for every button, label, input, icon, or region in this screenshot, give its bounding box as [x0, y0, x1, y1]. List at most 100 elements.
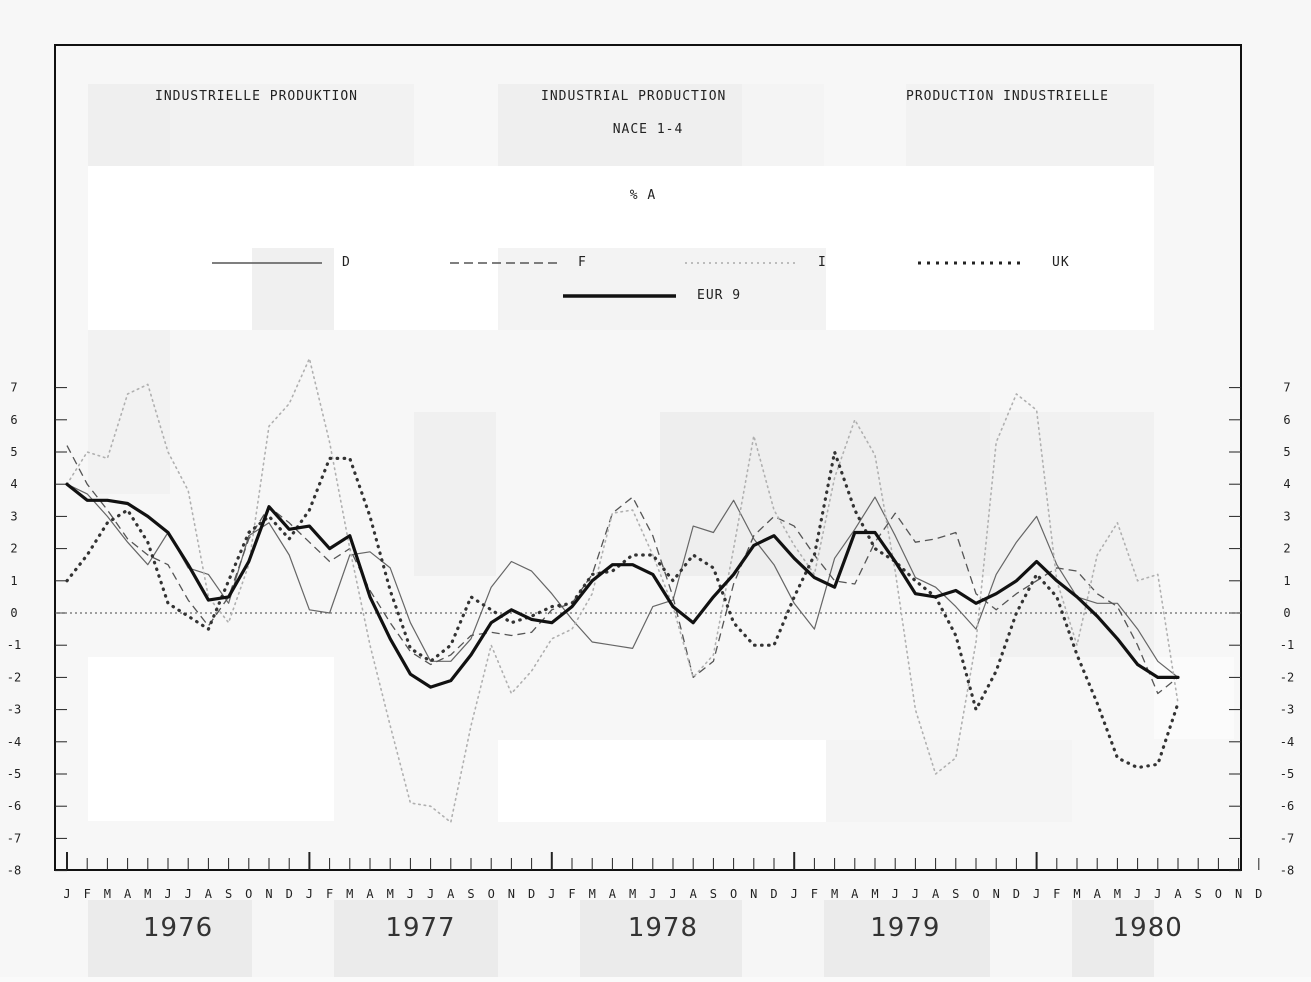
- axes: -8 -8 -7 -7 -6 -6 -5 -5 -4 -4 -3 -3 -2 -2 -1 -1 0 0 1 1 2 2 3 3…: [7, 381, 1294, 943]
- x-tick-label: F: [568, 887, 575, 901]
- x-tick-label: J: [306, 887, 313, 901]
- subtitle: NACE 1-4: [613, 122, 684, 137]
- x-tick-label: S: [710, 887, 717, 901]
- x-tick-label: D: [1013, 887, 1020, 901]
- x-tick-label: M: [104, 887, 111, 901]
- x-tick-label: M: [871, 887, 878, 901]
- x-tick-label: M: [1073, 887, 1080, 901]
- series-layer: [65, 357, 1180, 824]
- y-tick-label-right: -5: [1280, 767, 1294, 781]
- x-tick-label: J: [892, 887, 899, 901]
- unit-label: % A: [630, 188, 656, 203]
- legend-label-f: F: [578, 255, 587, 270]
- title-french: PRODUCTION INDUSTRIELLE: [906, 89, 1109, 104]
- x-tick-label: M: [589, 887, 596, 901]
- y-tick-label-right: 7: [1283, 381, 1290, 395]
- x-tick-label: M: [387, 887, 394, 901]
- title-english: INDUSTRIAL PRODUCTION: [541, 89, 726, 104]
- x-tick-label: J: [1033, 887, 1040, 901]
- x-tick-label: S: [952, 887, 959, 901]
- y-tick-label-right: -3: [1280, 703, 1294, 717]
- x-tick-label: A: [205, 887, 213, 901]
- y-tick-label-right: 3: [1283, 509, 1290, 523]
- y-tick-label-left: -8: [7, 864, 21, 878]
- year-label: 1977: [385, 913, 455, 943]
- y-tick-label-left: -7: [7, 831, 21, 845]
- x-tick-label: M: [144, 887, 151, 901]
- y-tick-label-right: -8: [1280, 864, 1294, 878]
- x-tick-label: S: [225, 887, 232, 901]
- title-german: INDUSTRIELLE PRODUKTION: [155, 89, 358, 104]
- x-tick-label: J: [164, 887, 171, 901]
- y-tick-label-right: 2: [1283, 542, 1290, 556]
- series-line-d: [66, 483, 1179, 678]
- x-tick-label: M: [831, 887, 838, 901]
- x-tick-label: D: [286, 887, 293, 901]
- y-tick-label-left: 7: [10, 381, 17, 395]
- x-tick-label: J: [407, 887, 414, 901]
- x-tick-label: D: [770, 887, 777, 901]
- chart-frame: [54, 44, 1242, 871]
- x-tick-label: O: [1215, 887, 1222, 901]
- y-tick-label-right: -6: [1280, 799, 1294, 813]
- y-tick-label-right: -4: [1280, 735, 1294, 749]
- y-tick-label-left: 6: [10, 413, 17, 427]
- series-line-eur9: [65, 482, 1180, 689]
- year-label: 1976: [143, 913, 213, 943]
- legend-label-d: D: [342, 255, 351, 270]
- x-tick-label: A: [851, 887, 859, 901]
- x-tick-label: A: [124, 887, 132, 901]
- x-tick-label: A: [690, 887, 698, 901]
- y-tick-label-right: -2: [1280, 670, 1294, 684]
- legend-label-uk: UK: [1052, 255, 1070, 270]
- x-tick-label: N: [265, 887, 272, 901]
- x-tick-label: D: [1255, 887, 1262, 901]
- x-tick-label: N: [508, 887, 515, 901]
- x-tick-label: J: [427, 887, 434, 901]
- x-tick-label: J: [548, 887, 555, 901]
- x-tick-label: S: [1195, 887, 1202, 901]
- y-tick-label-left: 2: [10, 542, 17, 556]
- x-tick-label: J: [791, 887, 798, 901]
- y-tick-label-right: 6: [1283, 413, 1290, 427]
- x-tick-label: J: [1134, 887, 1141, 901]
- y-tick-label-left: -5: [7, 767, 21, 781]
- legend-label-eur9: EUR 9: [697, 288, 741, 303]
- legend-label-i: I: [818, 255, 827, 270]
- x-tick-label: S: [467, 887, 474, 901]
- x-tick-label: J: [669, 887, 676, 901]
- x-tick-label: D: [528, 887, 535, 901]
- x-tick-label: J: [649, 887, 656, 901]
- x-tick-label: J: [185, 887, 192, 901]
- y-tick-label-left: 3: [10, 509, 17, 523]
- x-tick-label: N: [750, 887, 757, 901]
- x-tick-label: F: [811, 887, 818, 901]
- y-tick-label-left: -3: [7, 703, 21, 717]
- y-tick-label-right: -7: [1280, 831, 1294, 845]
- x-tick-label: M: [629, 887, 636, 901]
- y-tick-label-left: 4: [10, 477, 17, 491]
- y-tick-label-right: 0: [1283, 606, 1290, 620]
- y-tick-label-right: 4: [1283, 477, 1290, 491]
- x-tick-label: A: [1094, 887, 1102, 901]
- y-tick-label-right: 5: [1283, 445, 1290, 459]
- x-tick-label: M: [346, 887, 353, 901]
- y-tick-label-left: -1: [7, 638, 21, 652]
- x-tick-label: J: [1154, 887, 1161, 901]
- x-tick-label: A: [447, 887, 455, 901]
- y-tick-label-right: 1: [1283, 574, 1290, 588]
- x-tick-label: N: [1235, 887, 1242, 901]
- series-line-i: [66, 357, 1179, 824]
- x-tick-label: A: [366, 887, 374, 901]
- x-tick-label: A: [609, 887, 617, 901]
- x-tick-label: A: [932, 887, 940, 901]
- year-label: 1979: [870, 913, 940, 943]
- x-tick-label: O: [972, 887, 979, 901]
- x-tick-label: O: [488, 887, 495, 901]
- x-tick-label: F: [1053, 887, 1060, 901]
- series-line-f: [66, 445, 1179, 695]
- year-label: 1978: [628, 913, 698, 943]
